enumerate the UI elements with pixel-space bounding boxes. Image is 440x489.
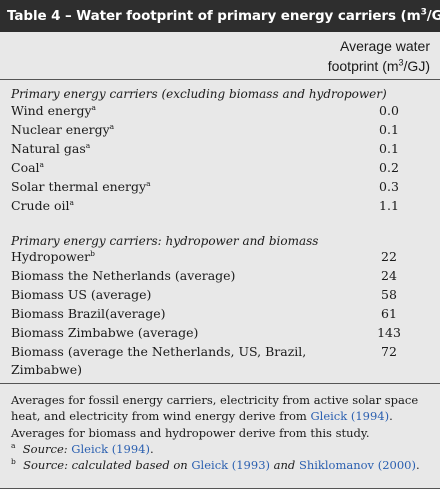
column-header-line2a: footprint (m bbox=[327, 58, 399, 74]
row-label-text: Nuclear energy bbox=[11, 122, 110, 137]
row-label: Hydropowerb bbox=[11, 248, 95, 266]
table-title: Table 4 – Water footprint of primary ene… bbox=[0, 0, 440, 32]
footnote-b-mark: b bbox=[11, 457, 16, 467]
table-title-end: /GJ) bbox=[426, 8, 440, 24]
row-value: 22 bbox=[381, 249, 397, 264]
footnote-a-end: . bbox=[149, 441, 154, 456]
footnote-a: a Source: Gleick (1994). bbox=[11, 441, 435, 457]
note-biomass-sources: Averages for biomass and hydropower deri… bbox=[11, 425, 370, 440]
column-header-line1: Average water bbox=[339, 38, 430, 54]
footnote-marker: b bbox=[90, 248, 95, 258]
footnote-b-reference-link-2[interactable]: Shiklomanov (2000) bbox=[298, 458, 416, 473]
row-label-text: Biomass US (average) bbox=[11, 287, 152, 302]
row-label: Solar thermal energya bbox=[11, 178, 151, 196]
row-label-text: Biomass (average the Netherlands, US, Br… bbox=[11, 344, 307, 377]
footnote-a-mark: a bbox=[11, 441, 16, 451]
note-fossil-end: . bbox=[389, 409, 393, 424]
footnote-marker: a bbox=[146, 178, 151, 188]
row-label: Biomass the Netherlands (average) bbox=[11, 267, 235, 285]
footnote-marker: a bbox=[91, 102, 97, 112]
table-title-text: Table 4 – Water footprint of primary ene… bbox=[7, 8, 421, 24]
row-value: 58 bbox=[381, 287, 397, 302]
reference-link-gleick-1994[interactable]: Gleick (1994) bbox=[310, 409, 390, 424]
notes-divider bbox=[0, 383, 440, 384]
row-label-text: Biomass Zimbabwe (average) bbox=[11, 325, 199, 340]
table-notes: Averages for fossil energy carriers, ele… bbox=[11, 392, 435, 473]
row-label: Wind energya bbox=[11, 102, 96, 120]
row-label: Natural gasa bbox=[11, 140, 90, 158]
row-value: 143 bbox=[377, 325, 401, 340]
row-value: 72 bbox=[381, 344, 397, 359]
row-value: 0.2 bbox=[379, 160, 399, 175]
footnote-marker: a bbox=[39, 159, 45, 169]
row-value: 0.3 bbox=[379, 179, 399, 194]
footnote-b-and: and bbox=[270, 458, 299, 473]
row-label: Biomass US (average) bbox=[11, 286, 151, 304]
row-value: 0.1 bbox=[379, 122, 399, 137]
row-label-text: Biomass the Netherlands (average) bbox=[11, 268, 236, 283]
footnote-a-label: Source: bbox=[22, 441, 72, 456]
footnote-a-reference-link[interactable]: Gleick (1994) bbox=[71, 441, 150, 456]
section2-heading: Primary energy carriers: hydropower and … bbox=[11, 234, 319, 248]
column-header-line2b: /GJ) bbox=[403, 58, 430, 74]
column-header: Average water footprint (m3/GJ) bbox=[328, 36, 430, 76]
row-value: 61 bbox=[381, 306, 397, 321]
row-label: Biomass (average the Netherlands, US, Br… bbox=[11, 343, 321, 379]
row-label-text: Natural gas bbox=[11, 141, 86, 156]
row-label: Coala bbox=[11, 159, 44, 177]
footnote-b-end: . bbox=[415, 458, 420, 473]
footnote-b-reference-link-1[interactable]: Gleick (1993) bbox=[191, 458, 270, 473]
row-label-text: Coal bbox=[11, 160, 40, 175]
footnote-marker: a bbox=[69, 197, 74, 207]
row-label: Crude oila bbox=[11, 197, 74, 215]
row-label: Biomass Zimbabwe (average) bbox=[11, 324, 198, 342]
note-fossil-text: Averages for fossil energy carriers, ele… bbox=[11, 393, 419, 424]
footnote-marker: a bbox=[109, 121, 115, 131]
column-header-superscript: 3 bbox=[398, 57, 404, 68]
table-title-superscript: 3 bbox=[420, 7, 427, 18]
row-label: Biomass Brazil(average) bbox=[11, 305, 166, 323]
row-value: 24 bbox=[381, 268, 397, 283]
footnote-b-label: Source: calculated based on bbox=[23, 458, 192, 473]
row-label: Nuclear energya bbox=[11, 121, 114, 139]
row-label-text: Crude oil bbox=[11, 198, 70, 213]
row-value: 1.1 bbox=[379, 198, 399, 213]
column-header-line2: footprint (m3/GJ) bbox=[328, 56, 430, 76]
row-label-text: Solar thermal energy bbox=[11, 179, 147, 194]
row-label-text: Biomass Brazil(average) bbox=[11, 306, 166, 321]
row-label-text: Wind energy bbox=[11, 103, 92, 118]
note-fossil-sources: Averages for fossil energy carriers, ele… bbox=[11, 392, 435, 425]
header-divider bbox=[0, 79, 440, 80]
row-value: 0.0 bbox=[379, 103, 399, 118]
footnote-b: b Source: calculated based on Gleick (19… bbox=[11, 457, 435, 473]
row-label-text: Hydropower bbox=[11, 249, 91, 264]
section1-heading: Primary energy carriers (excluding bioma… bbox=[11, 87, 387, 101]
footnote-marker: a bbox=[85, 140, 91, 150]
row-value: 0.1 bbox=[379, 141, 399, 156]
